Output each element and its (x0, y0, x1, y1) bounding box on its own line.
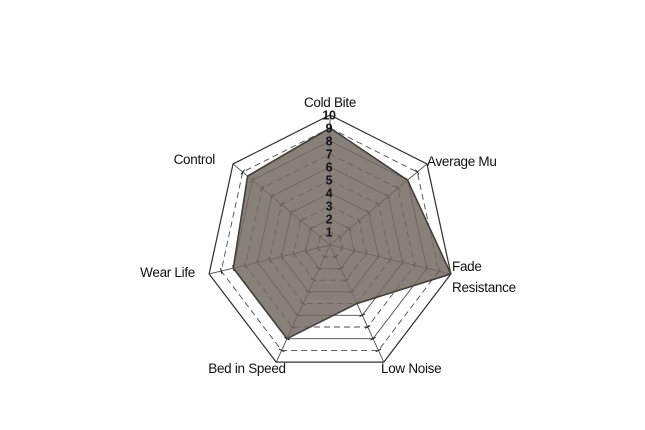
spoke-tick (414, 169, 420, 175)
ring-number-label: 5 (326, 174, 333, 188)
radar-ring (220, 127, 440, 351)
radar-data-polygon (232, 127, 452, 340)
axis-label-cold-bite: Cold Bite (304, 95, 356, 110)
ring-number-label: 7 (326, 148, 333, 162)
ring-number-label: 6 (326, 161, 333, 175)
spoke-tick (359, 313, 366, 318)
axis-label-wear-life: Wear Life (140, 265, 195, 280)
spoke-tick (375, 348, 382, 353)
axis-label-bed-in-speed: Bed in Speed (208, 361, 285, 376)
spoke-tick (370, 336, 376, 341)
spoke-tick (220, 267, 223, 275)
ring-number-label: 4 (326, 187, 333, 201)
ring-number-label: 9 (326, 122, 333, 136)
ring-number-label: 2 (326, 213, 333, 227)
spoke-tick (278, 348, 285, 353)
spoke-tick (364, 325, 371, 329)
axis-label-fade-resistance: Fade Resistance (452, 259, 516, 295)
axis-label-average-mu: Average Mu (427, 154, 497, 169)
ring-number-label: 8 (326, 135, 333, 149)
ring-number-label: 3 (326, 200, 333, 214)
axis-label-low-noise: Low Noise (381, 361, 441, 376)
ring-number-label: 10 (322, 109, 336, 123)
ring-number-label: 1 (326, 226, 333, 240)
radar-outer-ring (208, 114, 452, 363)
spoke-tick (240, 169, 246, 175)
axis-label-control: Control (174, 152, 216, 167)
